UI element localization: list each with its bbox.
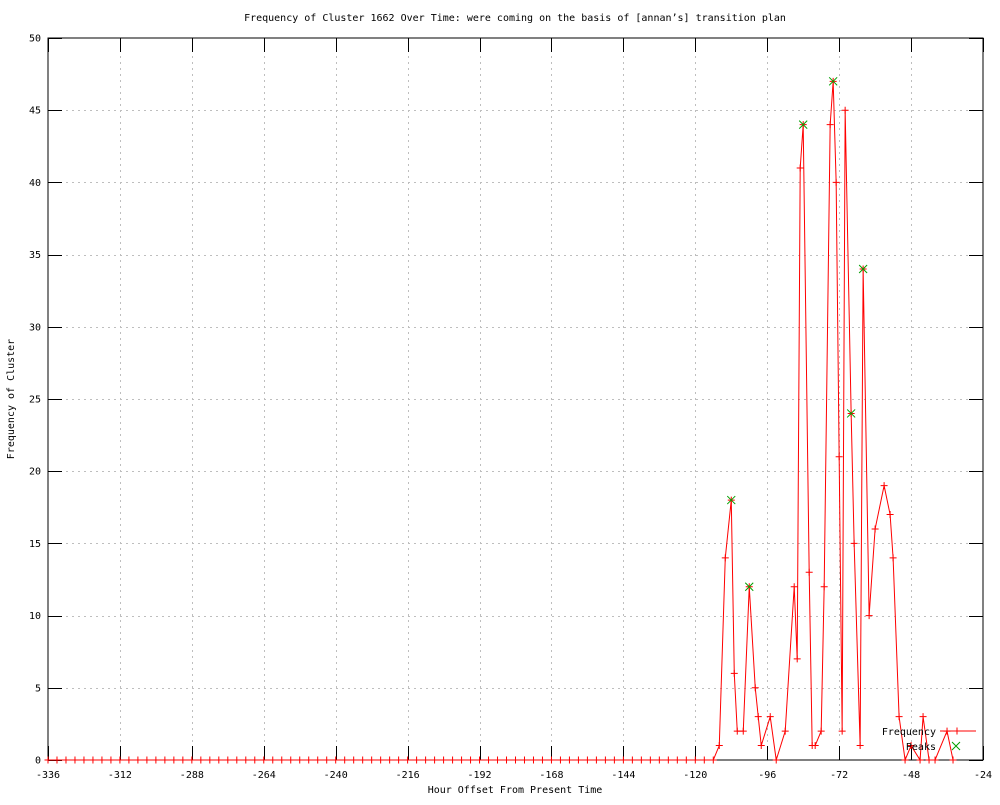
x-tick-label: -192: [467, 770, 491, 781]
y-tick-label: 0: [35, 756, 41, 767]
x-tick-label: -288: [180, 770, 204, 781]
legend-sample-peaks: [951, 741, 961, 751]
y-tick-label: 15: [29, 539, 41, 550]
y-tick-label: 5: [35, 683, 41, 694]
y-tick-label: 45: [29, 106, 41, 117]
plot-layers: -336 -312 -288 -264 -240 -216 -192 -168 -144 -120…: [29, 34, 992, 782]
legend-label-peaks: Peaks: [906, 742, 936, 753]
y-tick-label: 10: [29, 611, 41, 622]
frequency-line: [48, 81, 954, 762]
legend-label-frequency: Frequency: [882, 727, 936, 738]
x-tick-label: -24: [974, 770, 992, 781]
y-tick-label: 35: [29, 250, 41, 261]
x-axis-label: Hour Offset From Present Time: [428, 785, 603, 796]
chart-title: Frequency of Cluster 1662 Over Time: wer…: [244, 13, 786, 24]
axis-ticks: [48, 38, 984, 761]
y-tick-label: 20: [29, 467, 41, 478]
y-axis-label: Frequency of Cluster: [6, 339, 17, 459]
x-tick-label: -168: [539, 770, 563, 781]
y-tick-label: 50: [29, 34, 41, 45]
x-tick-label: -144: [611, 770, 635, 781]
legend-sample-frequency: [940, 727, 976, 735]
x-tick-label: -216: [396, 770, 420, 781]
peaks-cross-markers: [726, 76, 868, 592]
x-tick-label: -48: [902, 770, 920, 781]
x-tick-label: -120: [683, 770, 707, 781]
x-tick-label: -336: [36, 770, 60, 781]
gridlines: [48, 38, 983, 760]
x-tick-label: -312: [108, 770, 132, 781]
frequency-plus-markers: [44, 77, 957, 764]
x-tick-label: -264: [252, 770, 276, 781]
y-tick-label: 40: [29, 178, 41, 189]
x-tick-label: -240: [324, 770, 348, 781]
y-tick-label: 25: [29, 395, 41, 406]
x-tick-label: -96: [758, 770, 776, 781]
x-tick-label: -72: [830, 770, 848, 781]
y-tick-label: 30: [29, 322, 41, 333]
